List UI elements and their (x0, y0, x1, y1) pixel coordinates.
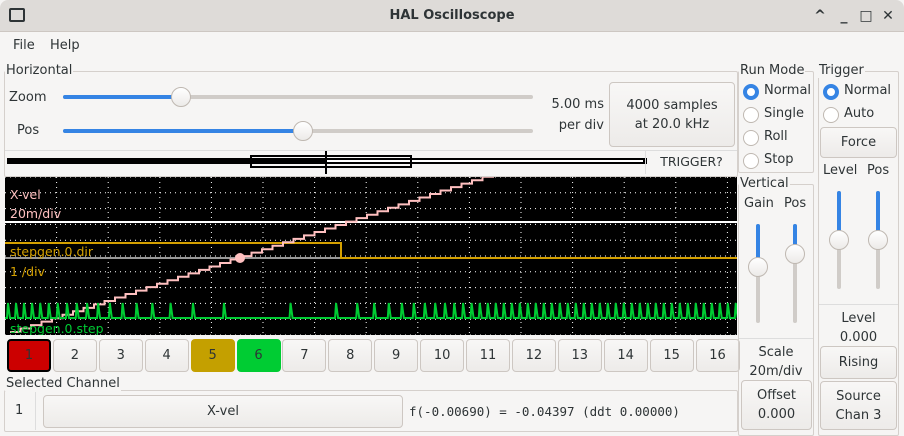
trigger-pos-slider[interactable] (868, 191, 888, 289)
radio-normal[interactable] (743, 84, 759, 100)
channel-button-12[interactable]: 12 (511, 339, 556, 372)
trigger-level-slider[interactable] (829, 191, 849, 289)
position-strip[interactable]: TRIGGER? (5, 150, 737, 175)
rate-line1: 5.00 ms (551, 97, 604, 112)
trigger-pos-label: Pos (867, 163, 890, 178)
trigger-status: TRIGGER? (645, 151, 737, 174)
trigger-label: Trigger (818, 63, 865, 78)
cursor-marker (235, 253, 245, 263)
rate-text: at 20.0 kHz (634, 116, 710, 132)
pos-slider[interactable] (63, 121, 533, 141)
radio-label-auto: Auto (844, 106, 875, 121)
pos-label: Pos (17, 123, 40, 138)
channel-label-dir: stepgen.0.dir (10, 244, 94, 259)
vertical-pos-slider[interactable] (785, 224, 805, 323)
channel-label-step: stepgen.0.step (10, 321, 104, 335)
xvel-trace (10, 177, 494, 333)
zoom-slider[interactable] (63, 87, 533, 107)
radio-label-roll: Roll (764, 129, 788, 144)
channel-button-10[interactable]: 10 (420, 339, 465, 372)
selected-channel-label: Selected Channel (5, 376, 121, 391)
gain-label: Gain (744, 196, 774, 211)
selected-channel-frame (4, 390, 738, 432)
close-icon[interactable]: ✕ (882, 8, 894, 24)
channel-button-2[interactable]: 2 (52, 339, 97, 372)
minimize-icon[interactable]: _ (840, 8, 848, 24)
channel-name-button[interactable]: X-vel (43, 395, 403, 428)
offset-value: 0.000 (757, 407, 796, 422)
channel-scale-xvel: 20m/div (10, 206, 62, 221)
source-button[interactable]: Source Chan 3 (820, 381, 897, 430)
horizontal-label: Horizontal (5, 63, 74, 78)
run-mode-label: Run Mode (739, 63, 806, 78)
radio-single[interactable] (743, 107, 759, 123)
channel-label-xvel: X-vel (10, 187, 41, 202)
radio-normal[interactable] (823, 84, 839, 100)
channel-button-11[interactable]: 11 (466, 339, 510, 372)
vertical-pos-label: Pos (784, 196, 807, 211)
channel-button-9[interactable]: 9 (374, 339, 419, 372)
offset-label: Offset (756, 388, 797, 403)
radio-stop[interactable] (743, 153, 759, 169)
step-trace (5, 302, 737, 319)
scope-display[interactable] (5, 177, 737, 335)
radio-label-stop: Stop (764, 152, 794, 167)
channel-button-5[interactable]: 5 (190, 339, 235, 372)
channel-button-16[interactable]: 16 (695, 339, 740, 372)
maximize-icon[interactable]: □ (859, 8, 873, 24)
rate-line2: per div (558, 118, 604, 133)
channel-button-15[interactable]: 15 (649, 339, 694, 372)
menu-file[interactable]: File (13, 38, 35, 53)
channel-button-4[interactable]: 4 (144, 339, 189, 372)
level-text: Level (841, 311, 876, 326)
radio-label-normal: Normal (764, 83, 812, 98)
channel-button-13[interactable]: 13 (557, 339, 602, 372)
offset-button[interactable]: Offset 0.000 (741, 380, 812, 430)
edge-button[interactable]: Rising (820, 346, 897, 379)
radio-label-single: Single (764, 106, 804, 121)
channel-button-1[interactable]: 1 (7, 339, 51, 372)
radio-roll[interactable] (743, 130, 759, 146)
scale-value: 20m/div (749, 364, 803, 379)
channel-readout: f(-0.00690) = -0.04397 (ddt 0.00000) (409, 404, 680, 419)
gain-slider[interactable] (748, 224, 768, 323)
samples-button[interactable]: 4000 samples at 20.0 kHz (609, 82, 735, 147)
source-label: Source (836, 388, 881, 404)
title-bar: HAL Oscilloscope ^ _ □ ✕ (0, 0, 904, 32)
force-button[interactable]: Force (820, 127, 897, 158)
radio-auto[interactable] (823, 107, 839, 123)
selected-channel-number: 1 (15, 403, 24, 418)
shade-icon[interactable]: ^ (814, 8, 826, 24)
window-menu-icon[interactable] (9, 8, 25, 22)
samples-text: 4000 samples (626, 97, 718, 113)
level-value: 0.000 (839, 330, 878, 345)
scale-label: Scale (758, 345, 794, 360)
channel-button-14[interactable]: 14 (603, 339, 648, 372)
channel-button-3[interactable]: 3 (98, 339, 143, 372)
dir-trace (5, 242, 737, 259)
vertical-label: Vertical (739, 176, 790, 191)
trigger-level-label: Level (823, 163, 858, 178)
channel-button-8[interactable]: 8 (328, 339, 373, 372)
menu-help[interactable]: Help (50, 38, 80, 53)
channel-scale-dir: 1 /div (10, 264, 45, 279)
radio-label-normal: Normal (844, 83, 892, 98)
zoom-label: Zoom (9, 90, 47, 105)
window-title: HAL Oscilloscope (389, 8, 515, 23)
source-value: Chan 3 (835, 407, 882, 423)
channel-button-6[interactable]: 6 (236, 339, 281, 372)
channel-button-7[interactable]: 7 (282, 339, 327, 372)
